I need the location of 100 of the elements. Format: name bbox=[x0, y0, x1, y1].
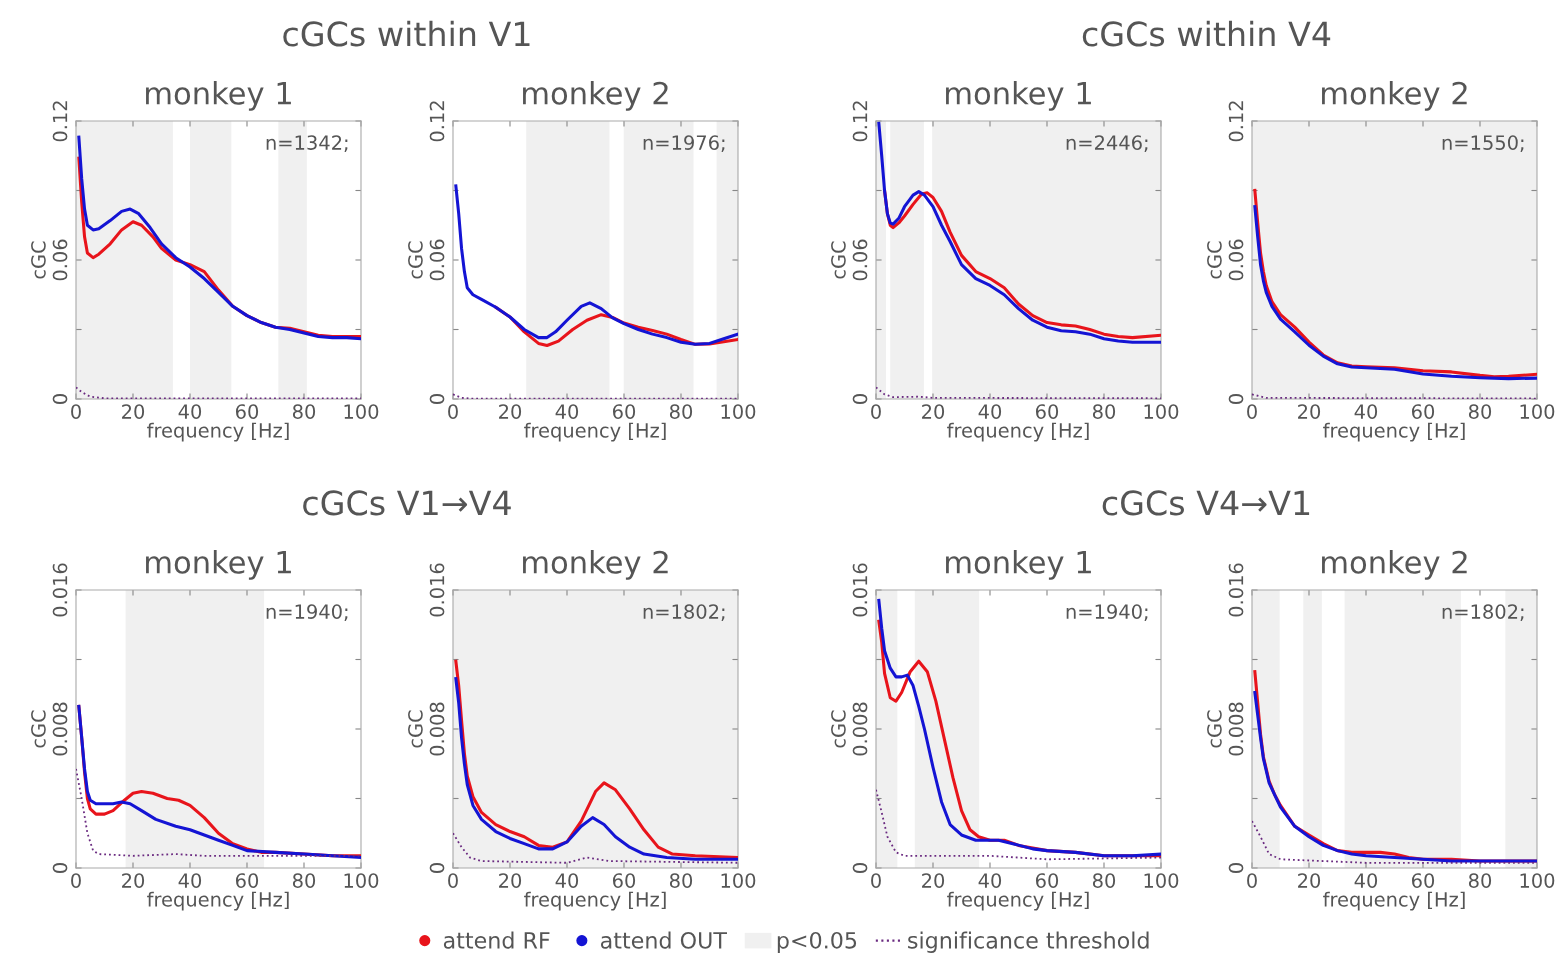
y-tick-label: 0 bbox=[429, 394, 445, 404]
y-tick-label: 0.016 bbox=[52, 563, 68, 617]
x-tick-label: 100 bbox=[721, 404, 756, 419]
y-tick-label: 0 bbox=[1228, 863, 1244, 873]
x-tick-label: 0 bbox=[1247, 404, 1257, 419]
line-series bbox=[454, 184, 738, 346]
y-tick-label: 0.12 bbox=[1228, 101, 1244, 142]
y-tick-label: 0.016 bbox=[1228, 563, 1244, 617]
y-axis-title: cGC bbox=[831, 241, 846, 279]
y-tick-label: 0 bbox=[852, 394, 868, 404]
chart-title: monkey 2 bbox=[1322, 81, 1467, 111]
y-tick-label: 0.06 bbox=[852, 239, 868, 281]
y-tick-label: 0 bbox=[52, 863, 68, 873]
x-tick-label: 60 bbox=[235, 873, 259, 888]
x-tick-label: 0 bbox=[871, 873, 881, 888]
annotation: n=1802; bbox=[1442, 604, 1524, 621]
x-tick-label: 40 bbox=[178, 404, 202, 419]
chart-subtitle: cGCs within V1 bbox=[283, 20, 530, 47]
x-tick-label: 60 bbox=[612, 404, 636, 419]
x-tick-label: 40 bbox=[178, 873, 202, 888]
y-axis-title: cGC bbox=[831, 710, 846, 748]
y-tick-label: 0.016 bbox=[429, 563, 445, 617]
y-tick-label: 0.06 bbox=[52, 239, 68, 281]
y-axis-title: cGC bbox=[31, 710, 46, 748]
x-axis-title: frequency [Hz] bbox=[147, 422, 289, 442]
x-axis-title: frequency [Hz] bbox=[1323, 422, 1465, 442]
line-series bbox=[1252, 820, 1537, 864]
y-tick-label: 0.008 bbox=[52, 702, 68, 756]
x-tick-label: 80 bbox=[1468, 404, 1492, 419]
x-tick-label: 80 bbox=[1468, 873, 1492, 888]
line-series bbox=[453, 832, 738, 864]
x-tick-label: 40 bbox=[555, 404, 579, 419]
y-tick-label: 0 bbox=[52, 394, 68, 404]
y-axis-title: cGC bbox=[31, 241, 46, 279]
x-tick-label: 60 bbox=[1411, 873, 1435, 888]
x-tick-label: 100 bbox=[721, 873, 756, 888]
legend-label: attend RF bbox=[443, 931, 550, 949]
y-axis-title: cGC bbox=[408, 710, 423, 748]
annotation: n=1940; bbox=[1066, 604, 1148, 621]
x-tick-label: 0 bbox=[71, 873, 81, 888]
chart-title: monkey 2 bbox=[523, 550, 668, 580]
x-tick-label: 80 bbox=[669, 404, 693, 419]
x-tick-label: 20 bbox=[922, 873, 945, 888]
x-tick-label: 40 bbox=[555, 873, 579, 888]
x-tick-label: 60 bbox=[612, 873, 636, 888]
y-tick-label: 0 bbox=[852, 863, 868, 873]
x-tick-label: 20 bbox=[1298, 404, 1321, 419]
y-axis-title: cGC bbox=[1207, 710, 1222, 748]
x-tick-label: 60 bbox=[1035, 404, 1059, 419]
annotation: n=1550; bbox=[1442, 135, 1524, 152]
chart-title: monkey 2 bbox=[523, 81, 668, 111]
x-tick-label: 0 bbox=[1247, 873, 1257, 888]
x-tick-label: 20 bbox=[922, 404, 945, 419]
chart-subtitle: cGCs V1→V4 bbox=[303, 490, 511, 516]
y-tick-label: 0.008 bbox=[429, 702, 445, 756]
x-tick-label: 40 bbox=[978, 404, 1002, 419]
x-tick-label: 20 bbox=[499, 404, 522, 419]
chart-title: monkey 2 bbox=[1322, 550, 1467, 580]
legend-label: p<0.05 bbox=[777, 931, 857, 953]
y-tick-label: 0.12 bbox=[852, 101, 868, 142]
y-tick-label: 0.016 bbox=[852, 563, 868, 617]
y-axis-title: cGC bbox=[408, 241, 423, 279]
x-tick-label: 0 bbox=[871, 404, 881, 419]
y-tick-label: 0.008 bbox=[1228, 702, 1244, 756]
chart-title: monkey 1 bbox=[946, 550, 1091, 580]
x-tick-label: 100 bbox=[1520, 404, 1555, 419]
x-tick-label: 0 bbox=[71, 404, 81, 419]
chart-subtitle: cGCs within V4 bbox=[1082, 20, 1331, 47]
annotation: n=2446; bbox=[1066, 135, 1148, 152]
x-tick-label: 100 bbox=[344, 404, 379, 419]
x-tick-label: 20 bbox=[122, 873, 145, 888]
y-tick-label: 0.12 bbox=[52, 101, 68, 142]
x-tick-label: 20 bbox=[1298, 873, 1321, 888]
x-tick-label: 100 bbox=[1144, 404, 1179, 419]
x-tick-label: 100 bbox=[344, 873, 379, 888]
y-tick-label: 0.06 bbox=[1228, 239, 1244, 281]
x-tick-label: 60 bbox=[1411, 404, 1435, 419]
y-tick-label: 0 bbox=[429, 863, 445, 873]
x-tick-label: 0 bbox=[448, 873, 458, 888]
x-axis-title: frequency [Hz] bbox=[524, 891, 666, 911]
x-axis-title: frequency [Hz] bbox=[147, 891, 289, 911]
line-series bbox=[876, 788, 1161, 861]
x-tick-label: 80 bbox=[292, 873, 316, 888]
line-series bbox=[76, 768, 361, 857]
annotation: n=1940; bbox=[266, 604, 348, 621]
x-tick-label: 20 bbox=[499, 873, 522, 888]
y-tick-label: 0.008 bbox=[852, 702, 868, 756]
chart-title: monkey 1 bbox=[946, 81, 1091, 111]
x-tick-label: 20 bbox=[122, 404, 145, 419]
annotation: n=1342; bbox=[266, 135, 348, 152]
x-tick-label: 60 bbox=[1035, 873, 1059, 888]
x-tick-label: 60 bbox=[235, 404, 259, 419]
chart-subtitle: cGCs V4→V1 bbox=[1102, 490, 1310, 516]
annotation: n=1802; bbox=[643, 604, 725, 621]
chart-title: monkey 1 bbox=[146, 550, 291, 580]
y-axis-title: cGC bbox=[1207, 241, 1222, 279]
x-axis-title: frequency [Hz] bbox=[1323, 891, 1465, 911]
x-tick-label: 40 bbox=[1354, 404, 1378, 419]
x-tick-label: 100 bbox=[1520, 873, 1555, 888]
y-tick-label: 0.12 bbox=[429, 101, 445, 142]
